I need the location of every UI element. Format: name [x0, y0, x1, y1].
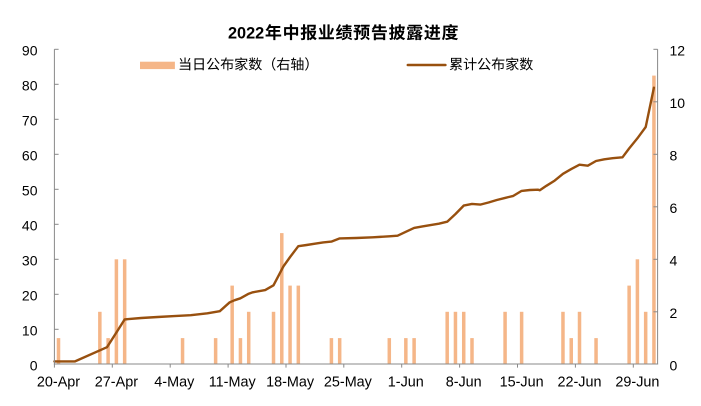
svg-text:18-May: 18-May: [266, 375, 315, 391]
svg-text:50: 50: [22, 182, 38, 198]
svg-text:1-Jun: 1-Jun: [388, 375, 424, 391]
svg-text:80: 80: [22, 77, 38, 93]
svg-text:10: 10: [22, 322, 38, 338]
svg-text:11-May: 11-May: [209, 375, 257, 391]
svg-text:6: 6: [670, 200, 678, 216]
svg-text:15-Jun: 15-Jun: [500, 375, 544, 391]
svg-text:0: 0: [670, 357, 678, 373]
svg-text:4: 4: [670, 252, 678, 268]
svg-text:27-Apr: 27-Apr: [95, 375, 138, 391]
svg-text:20-Apr: 20-Apr: [37, 375, 80, 391]
svg-text:25-May: 25-May: [324, 375, 373, 391]
svg-text:2: 2: [670, 305, 678, 321]
svg-text:4-May: 4-May: [154, 375, 195, 391]
svg-text:10: 10: [670, 95, 686, 111]
svg-text:2022: 2022: [228, 24, 264, 42]
svg-text:20: 20: [22, 287, 38, 303]
svg-text:40: 40: [22, 217, 38, 233]
svg-text:30: 30: [22, 252, 38, 268]
svg-text:70: 70: [22, 112, 38, 128]
svg-text:29-Jun: 29-Jun: [615, 375, 659, 391]
svg-text:60: 60: [22, 147, 38, 163]
svg-text:90: 90: [22, 42, 38, 58]
svg-text:12: 12: [670, 42, 686, 58]
svg-text:8: 8: [670, 147, 678, 163]
svg-text:0: 0: [30, 357, 38, 373]
svg-text:8-Jun: 8-Jun: [446, 375, 482, 391]
svg-text:22-Jun: 22-Jun: [557, 375, 601, 391]
